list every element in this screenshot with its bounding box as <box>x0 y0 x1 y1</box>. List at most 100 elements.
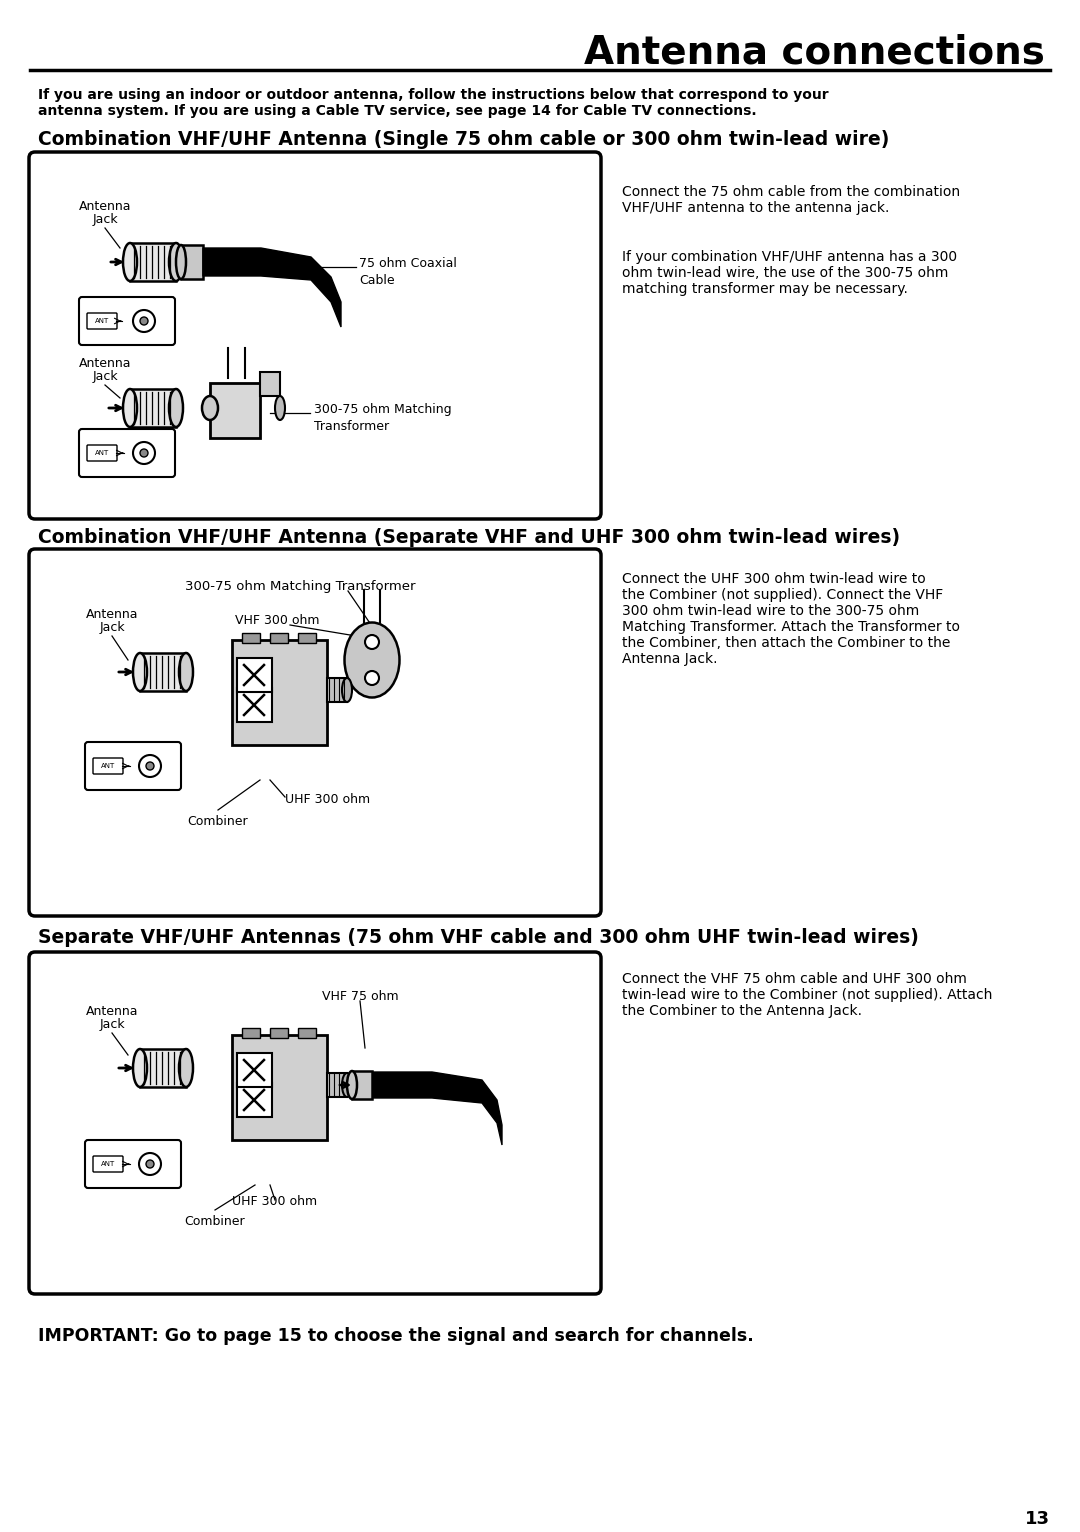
FancyBboxPatch shape <box>87 444 117 461</box>
Bar <box>270 1028 288 1039</box>
Bar <box>298 1028 316 1039</box>
Text: Jack: Jack <box>99 1017 125 1031</box>
Text: ANT: ANT <box>100 763 116 769</box>
Bar <box>242 1028 260 1039</box>
Text: the Combiner to the Antenna Jack.: the Combiner to the Antenna Jack. <box>622 1003 862 1017</box>
Bar <box>237 659 272 692</box>
Circle shape <box>140 317 148 325</box>
Text: Antenna: Antenna <box>79 357 132 371</box>
Circle shape <box>365 634 379 650</box>
Circle shape <box>146 761 154 771</box>
FancyBboxPatch shape <box>79 429 175 476</box>
Polygon shape <box>203 248 341 326</box>
FancyBboxPatch shape <box>29 152 600 519</box>
Text: If you are using an indoor or outdoor antenna, follow the instructions below tha: If you are using an indoor or outdoor an… <box>38 87 828 103</box>
Text: Combination VHF/UHF Antenna (Single 75 ohm cable or 300 ohm twin-lead wire): Combination VHF/UHF Antenna (Single 75 o… <box>38 130 889 149</box>
Text: 75 ohm Coaxial: 75 ohm Coaxial <box>359 257 457 270</box>
Bar <box>260 372 280 395</box>
Text: matching transformer may be necessary.: matching transformer may be necessary. <box>622 282 908 296</box>
Text: Connect the UHF 300 ohm twin-lead wire to: Connect the UHF 300 ohm twin-lead wire t… <box>622 571 926 587</box>
Circle shape <box>140 449 148 457</box>
Text: Transformer: Transformer <box>314 420 389 434</box>
Circle shape <box>133 309 156 332</box>
Bar <box>130 389 176 427</box>
Text: 13: 13 <box>1025 1511 1050 1527</box>
Bar <box>242 633 260 643</box>
Text: 300 ohm twin-lead wire to the 300-75 ohm: 300 ohm twin-lead wire to the 300-75 ohm <box>622 604 919 617</box>
Ellipse shape <box>202 395 218 420</box>
Ellipse shape <box>176 245 186 279</box>
Text: Antenna: Antenna <box>85 1005 138 1017</box>
Text: Matching Transformer. Attach the Transformer to: Matching Transformer. Attach the Transfo… <box>622 620 960 634</box>
Text: Jack: Jack <box>92 213 118 227</box>
Text: Antenna connections: Antenna connections <box>584 34 1045 70</box>
Bar <box>232 640 327 745</box>
Bar <box>130 244 176 280</box>
Ellipse shape <box>179 653 193 691</box>
Bar <box>352 1071 372 1098</box>
Text: Antenna: Antenna <box>85 608 138 620</box>
Ellipse shape <box>168 389 183 427</box>
Text: Separate VHF/UHF Antennas (75 ohm VHF cable and 300 ohm UHF twin-lead wires): Separate VHF/UHF Antennas (75 ohm VHF ca… <box>38 928 919 947</box>
Ellipse shape <box>342 1072 352 1097</box>
Text: Combiner: Combiner <box>185 1215 245 1229</box>
Text: Connect the 75 ohm cable from the combination: Connect the 75 ohm cable from the combin… <box>622 185 960 199</box>
FancyBboxPatch shape <box>29 548 600 916</box>
Text: Combination VHF/UHF Antenna (Separate VHF and UHF 300 ohm twin-lead wires): Combination VHF/UHF Antenna (Separate VH… <box>38 529 900 547</box>
Bar <box>181 245 203 279</box>
Bar <box>237 1083 272 1117</box>
Ellipse shape <box>345 622 400 697</box>
Ellipse shape <box>133 1049 147 1088</box>
Ellipse shape <box>123 389 137 427</box>
Text: antenna system. If you are using a Cable TV service, see page 14 for Cable TV co: antenna system. If you are using a Cable… <box>38 104 757 118</box>
Text: IMPORTANT: Go to page 15 to choose the signal and search for channels.: IMPORTANT: Go to page 15 to choose the s… <box>38 1327 754 1345</box>
Text: ANT: ANT <box>95 319 109 323</box>
Text: VHF/UHF antenna to the antenna jack.: VHF/UHF antenna to the antenna jack. <box>622 201 889 214</box>
Text: VHF 75 ohm: VHF 75 ohm <box>322 990 399 1003</box>
Circle shape <box>365 671 379 685</box>
Text: Cable: Cable <box>359 274 394 286</box>
Ellipse shape <box>275 395 285 420</box>
Circle shape <box>133 443 156 464</box>
Ellipse shape <box>133 653 147 691</box>
Text: Connect the VHF 75 ohm cable and UHF 300 ohm: Connect the VHF 75 ohm cable and UHF 300… <box>622 971 967 987</box>
Text: the Combiner, then attach the Combiner to the: the Combiner, then attach the Combiner t… <box>622 636 950 650</box>
Ellipse shape <box>342 679 352 702</box>
FancyBboxPatch shape <box>85 741 181 791</box>
Text: ANT: ANT <box>95 450 109 457</box>
Polygon shape <box>372 1072 502 1144</box>
Text: twin-lead wire to the Combiner (not supplied). Attach: twin-lead wire to the Combiner (not supp… <box>622 988 993 1002</box>
Text: Antenna: Antenna <box>79 201 132 213</box>
FancyBboxPatch shape <box>85 1140 181 1187</box>
FancyBboxPatch shape <box>87 313 117 329</box>
Bar <box>232 1036 327 1140</box>
Text: Combiner: Combiner <box>188 815 248 827</box>
Bar <box>270 633 288 643</box>
Bar <box>327 679 347 702</box>
FancyBboxPatch shape <box>79 297 175 345</box>
Text: UHF 300 ohm: UHF 300 ohm <box>285 794 370 806</box>
Text: the Combiner (not supplied). Connect the VHF: the Combiner (not supplied). Connect the… <box>622 588 943 602</box>
Bar <box>298 633 316 643</box>
Text: VHF 300 ohm: VHF 300 ohm <box>235 614 320 627</box>
Bar <box>237 1052 272 1088</box>
Bar <box>82 300 172 342</box>
Ellipse shape <box>179 1049 193 1088</box>
Circle shape <box>146 1160 154 1167</box>
Ellipse shape <box>347 1071 357 1098</box>
Text: 300-75 ohm Matching: 300-75 ohm Matching <box>314 403 451 417</box>
Bar <box>140 1049 186 1088</box>
Text: UHF 300 ohm: UHF 300 ohm <box>232 1195 318 1209</box>
Circle shape <box>139 755 161 777</box>
Text: ANT: ANT <box>100 1161 116 1167</box>
Text: 300-75 ohm Matching Transformer: 300-75 ohm Matching Transformer <box>185 581 415 593</box>
Bar <box>210 383 260 438</box>
Ellipse shape <box>168 244 183 280</box>
Text: Jack: Jack <box>99 620 125 634</box>
Text: Jack: Jack <box>92 371 118 383</box>
Text: ohm twin-lead wire, the use of the 300-75 ohm: ohm twin-lead wire, the use of the 300-7… <box>622 267 948 280</box>
Ellipse shape <box>123 244 137 280</box>
Bar <box>140 653 186 691</box>
FancyBboxPatch shape <box>93 758 123 774</box>
Bar <box>327 1072 347 1097</box>
